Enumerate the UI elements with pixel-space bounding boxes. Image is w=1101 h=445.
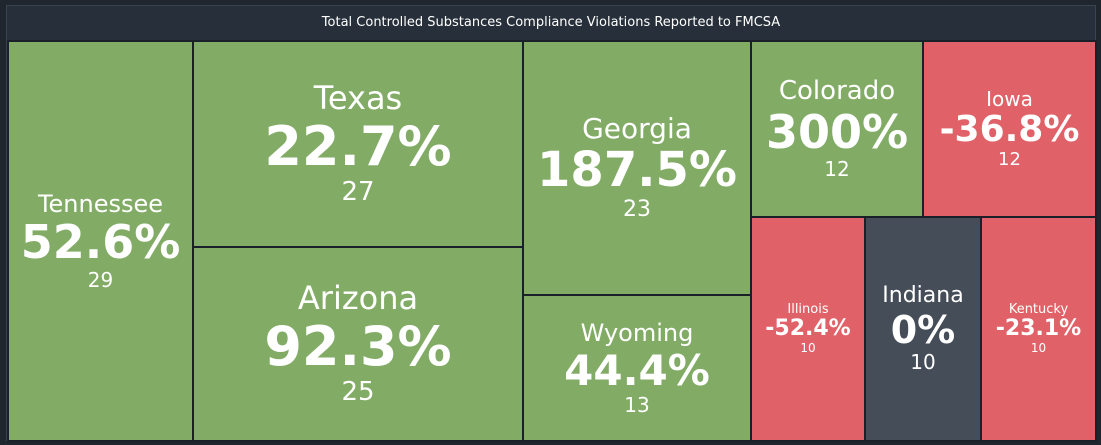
tile-count-label: 10 [910,350,936,375]
tile-count-label: 23 [623,197,651,223]
tile-percent-label: -36.8% [939,108,1080,150]
tile-texas[interactable]: Texas 22.7% 27 [192,40,524,248]
tile-wyoming[interactable]: Wyoming 44.4% 13 [522,294,752,442]
tile-count-label: 29 [87,268,114,292]
tile-count-label: 27 [341,176,375,207]
tile-illinois[interactable]: Illinois -52.4% 10 [750,216,866,442]
tile-name-label: Kentucky [1008,301,1069,317]
tile-kentucky[interactable]: Kentucky -23.1% 10 [980,216,1097,442]
tile-count-label: 10 [1030,340,1047,355]
tile-percent-label: 300% [765,104,909,159]
tile-iowa[interactable]: Iowa -36.8% 12 [922,40,1097,218]
tile-name-label: Iowa [986,86,1033,111]
tile-percent-label: 92.3% [264,315,452,379]
tile-percent-label: -52.4% [765,316,851,342]
tile-name-label: Indiana [882,283,964,309]
tile-count-label: 12 [824,157,850,182]
tile-percent-label: -23.1% [995,316,1082,342]
tile-arizona[interactable]: Arizona 92.3% 25 [192,246,524,442]
tile-count-label: 12 [998,149,1021,171]
tile-count-label: 25 [341,376,375,407]
tile-percent-label: 22.7% [264,115,452,179]
tile-tennessee[interactable]: Tennessee 52.6% 29 [7,40,194,442]
tile-name-label: Wyoming [580,318,694,347]
tile-name-label: Colorado [778,76,896,107]
tile-name-label: Texas [313,79,403,118]
tile-name-label: Arizona [297,279,419,318]
tile-name-label: Tennessee [37,189,164,218]
tile-percent-label: 187.5% [537,142,737,199]
tile-count-label: 10 [800,340,816,355]
tile-count-label: 13 [624,392,650,417]
tile-colorado[interactable]: Colorado 300% 12 [750,40,924,218]
tile-indiana[interactable]: Indiana 0% 10 [864,216,982,442]
tile-percent-label: 0% [890,307,956,352]
tile-percent-label: 52.6% [20,215,181,270]
chart-title: Total Controlled Substances Compliance V… [7,6,1095,41]
tile-percent-label: 44.4% [564,345,710,395]
tile-name-label: Georgia [582,112,692,146]
tile-georgia[interactable]: Georgia 187.5% 23 [522,40,752,296]
treemap-panel: Total Controlled Substances Compliance V… [6,5,1097,442]
tile-name-label: Illinois [787,301,829,317]
